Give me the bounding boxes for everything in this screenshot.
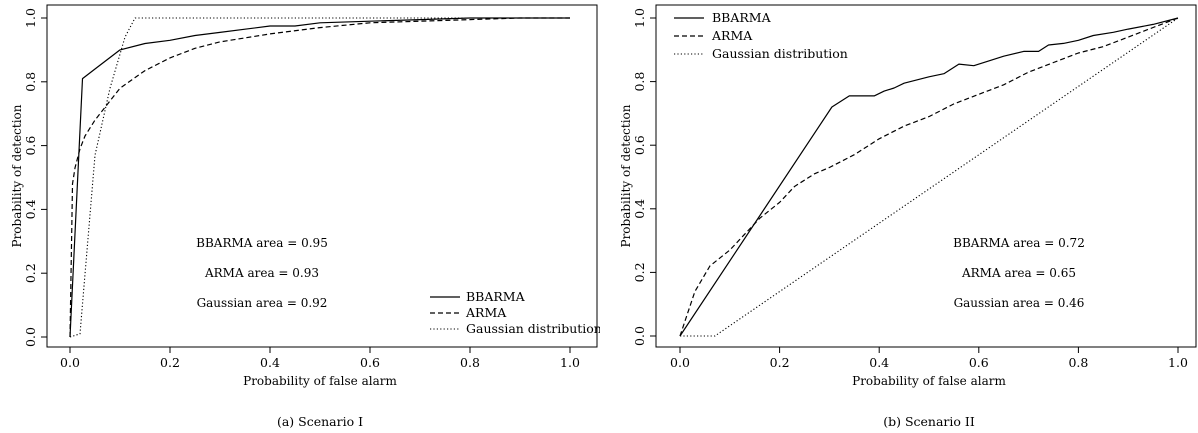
figure-caption: (a) Scenario I <box>277 414 363 429</box>
chart-scenario-2-svg: 0.0 0.2 0.4 0.6 0.8 1.0 0.0 0.2 0.4 0.6 0.8 1.0 Prob… <box>619 4 1197 429</box>
legend-label: Gaussian distribution <box>712 46 848 61</box>
x-tick-label: 1.0 <box>560 355 580 370</box>
area-annotation: Gaussian area = 0.46 <box>954 296 1085 310</box>
y-tick-label: 1.0 <box>632 8 647 28</box>
y-tick-label: 0.2 <box>632 262 647 282</box>
y-tick-label: 0.6 <box>23 136 38 156</box>
x-axis-label: Probability of false alarm <box>243 374 397 388</box>
x-tick-label: 0.0 <box>670 355 690 370</box>
area-annotation: ARMA area = 0.65 <box>961 266 1076 280</box>
chart-scenario-1-svg: 0.0 0.2 0.4 0.6 0.8 1.0 0.0 0.2 0.4 0.6 0.8 1.0 Prob… <box>10 4 600 429</box>
series-line-bbarma <box>679 17 1179 337</box>
legend-label: ARMA <box>711 28 753 43</box>
x-tick-label: 0.4 <box>260 355 280 370</box>
y-tick-label: 0.4 <box>23 199 38 219</box>
x-tick-label: 0.0 <box>60 355 80 370</box>
legend-label: ARMA <box>465 305 507 320</box>
series-line-bbarma <box>69 17 570 338</box>
area-annotation: BBARMA area = 0.95 <box>196 236 328 250</box>
y-tick-label: 0.4 <box>632 199 647 219</box>
x-tick-label: 0.4 <box>869 355 889 370</box>
chart-scenario-1: 0.0 0.2 0.4 0.6 0.8 1.0 0.0 0.2 0.4 0.6 0.8 1.0 Prob… <box>10 4 600 429</box>
y-tick-label: 0.0 <box>632 326 647 346</box>
series-line-arma <box>679 17 1179 337</box>
plot-frame <box>655 4 1197 348</box>
y-tick-label: 0.0 <box>23 327 38 347</box>
x-tick-label: 0.8 <box>1068 355 1088 370</box>
y-tick-label: 0.6 <box>632 135 647 155</box>
legend-label: BBARMA <box>712 10 772 25</box>
x-tick-label: 0.2 <box>770 355 790 370</box>
x-tick-label: 0.2 <box>160 355 180 370</box>
area-annotation: BBARMA area = 0.72 <box>953 236 1085 250</box>
y-axis-label: Probability of detection <box>619 104 633 247</box>
y-tick-label: 0.2 <box>23 263 38 283</box>
chart-scenario-2: 0.0 0.2 0.4 0.6 0.8 1.0 0.0 0.2 0.4 0.6 0.8 1.0 Prob… <box>610 0 1198 433</box>
legend-label: BBARMA <box>466 289 526 304</box>
x-tick-label: 1.0 <box>1168 355 1188 370</box>
figure-caption: (b) Scenario II <box>883 414 975 429</box>
plot-frame <box>46 4 598 348</box>
series-line-gaussian-distribution <box>680 17 1179 337</box>
y-tick-label: 0.8 <box>632 72 647 92</box>
y-axis-label: Probability of detection <box>10 104 24 247</box>
x-axis-label: Probability of false alarm <box>852 374 1006 388</box>
series-line-arma <box>69 17 570 338</box>
x-tick-label: 0.6 <box>360 355 380 370</box>
y-tick-label: 1.0 <box>23 8 38 28</box>
area-annotation: Gaussian area = 0.92 <box>197 296 328 310</box>
y-tick-label: 0.8 <box>23 72 38 92</box>
legend-label: Gaussian distribution <box>466 321 600 336</box>
x-tick-label: 0.8 <box>460 355 480 370</box>
area-annotation: ARMA area = 0.93 <box>204 266 319 280</box>
x-tick-label: 0.6 <box>969 355 989 370</box>
